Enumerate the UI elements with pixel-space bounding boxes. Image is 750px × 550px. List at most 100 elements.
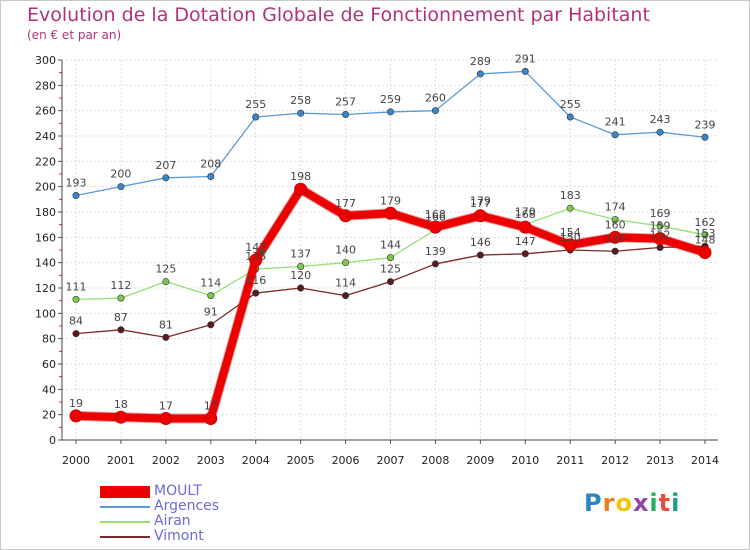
data-label-vimont: 81 xyxy=(159,318,173,331)
legend-swatch-argences xyxy=(100,506,150,508)
data-point-moult xyxy=(249,253,263,267)
data-point-argences xyxy=(701,133,709,141)
data-point-vimont xyxy=(431,260,439,268)
data-label-vimont: 150 xyxy=(560,231,581,244)
data-point-argences xyxy=(386,108,394,116)
y-tick-label: 100 xyxy=(35,307,56,320)
data-point-moult xyxy=(204,411,218,425)
data-label-airan: 144 xyxy=(380,239,401,252)
y-tick-label: 0 xyxy=(49,434,56,447)
data-label-moult: 17 xyxy=(204,399,218,412)
y-tick-label: 280 xyxy=(35,79,56,92)
data-point-vimont xyxy=(117,326,125,334)
logo-letter: i xyxy=(671,489,681,517)
data-point-airan xyxy=(342,259,350,267)
y-tick-label: 120 xyxy=(35,282,56,295)
data-label-argences: 291 xyxy=(515,52,536,65)
data-point-airan xyxy=(162,278,170,286)
data-point-vimont xyxy=(162,333,170,341)
x-tick-label: 2000 xyxy=(62,454,90,467)
legend-item-moult: MOULT xyxy=(100,483,350,499)
data-point-vimont xyxy=(72,330,80,338)
data-point-moult xyxy=(563,238,577,252)
legend-label-moult: MOULT xyxy=(154,483,202,499)
data-point-moult xyxy=(608,230,622,244)
data-label-vimont: 87 xyxy=(114,311,128,324)
x-tick-label: 2014 xyxy=(691,454,719,467)
legend: MOULT Argences Airan Vimont xyxy=(100,483,350,544)
data-label-moult: 154 xyxy=(560,226,581,239)
data-label-vimont: 147 xyxy=(515,235,536,248)
data-point-airan xyxy=(656,222,664,230)
data-label-argences: 243 xyxy=(650,113,671,126)
data-point-argences xyxy=(207,173,215,181)
data-label-airan: 170 xyxy=(515,206,536,219)
x-tick-label: 2010 xyxy=(511,454,539,467)
data-point-vimont xyxy=(252,289,260,297)
data-point-vimont xyxy=(386,278,394,286)
data-label-airan: 135 xyxy=(245,250,266,263)
data-label-moult: 19 xyxy=(69,397,83,410)
data-label-airan: 140 xyxy=(335,244,356,257)
x-tick-label: 2006 xyxy=(332,454,360,467)
data-point-moult xyxy=(698,246,712,260)
data-point-airan xyxy=(297,262,305,270)
x-tick-label: 2011 xyxy=(556,454,584,467)
data-point-vimont xyxy=(611,247,619,255)
x-tick-label: 2004 xyxy=(242,454,270,467)
data-label-airan: 169 xyxy=(650,207,671,220)
data-label-airan: 137 xyxy=(290,247,311,260)
data-point-moult xyxy=(69,409,83,423)
data-label-argences: 255 xyxy=(560,98,581,111)
data-point-moult xyxy=(473,209,487,223)
data-point-argences xyxy=(431,107,439,115)
data-label-vimont: 139 xyxy=(425,245,446,258)
data-point-argences xyxy=(252,113,260,121)
logo-letter: o xyxy=(615,489,633,517)
data-label-argences: 260 xyxy=(425,92,446,105)
data-point-argences xyxy=(72,192,80,200)
x-tick-label: 2012 xyxy=(601,454,629,467)
y-tick-label: 160 xyxy=(35,231,56,244)
data-label-argences: 208 xyxy=(200,158,221,171)
y-tick-label: 80 xyxy=(42,333,56,346)
data-point-argences xyxy=(117,183,125,191)
y-tick-label: 300 xyxy=(35,54,56,67)
data-point-vimont xyxy=(476,251,484,259)
data-point-airan xyxy=(611,216,619,224)
data-label-vimont: 120 xyxy=(290,269,311,282)
data-label-airan: 111 xyxy=(66,280,87,293)
data-point-moult xyxy=(653,232,667,246)
data-point-vimont xyxy=(656,243,664,251)
data-label-airan: 112 xyxy=(110,279,131,292)
data-label-moult: 177 xyxy=(335,197,356,210)
data-label-vimont: 91 xyxy=(204,306,218,319)
data-label-airan: 174 xyxy=(605,201,626,214)
data-point-airan xyxy=(72,295,80,303)
proxiti-logo: Proxiti xyxy=(584,489,680,517)
data-point-argences xyxy=(611,131,619,139)
data-point-vimont xyxy=(297,284,305,292)
y-tick-label: 140 xyxy=(35,257,56,270)
logo-letter: i xyxy=(649,489,659,517)
data-point-vimont xyxy=(521,250,529,258)
data-point-airan xyxy=(701,231,709,239)
logo-letter: r xyxy=(602,489,616,517)
y-tick-label: 180 xyxy=(35,206,56,219)
data-label-airan: 179 xyxy=(470,194,491,207)
data-label-airan: 114 xyxy=(200,277,221,290)
data-label-moult: 148 xyxy=(695,234,716,247)
data-label-airan: 166 xyxy=(425,211,446,224)
data-point-airan xyxy=(207,292,215,300)
data-label-argences: 255 xyxy=(245,98,266,111)
data-label-vimont: 152 xyxy=(650,228,671,241)
data-point-airan xyxy=(386,254,394,262)
data-label-vimont: 84 xyxy=(69,315,83,328)
data-label-vimont: 153 xyxy=(695,227,716,240)
logo-letter: x xyxy=(632,489,650,517)
legend-swatch-vimont xyxy=(100,536,150,538)
legend-item-argences: Argences xyxy=(100,498,350,514)
x-tick-label: 2007 xyxy=(377,454,405,467)
data-label-moult: 160 xyxy=(605,218,626,231)
